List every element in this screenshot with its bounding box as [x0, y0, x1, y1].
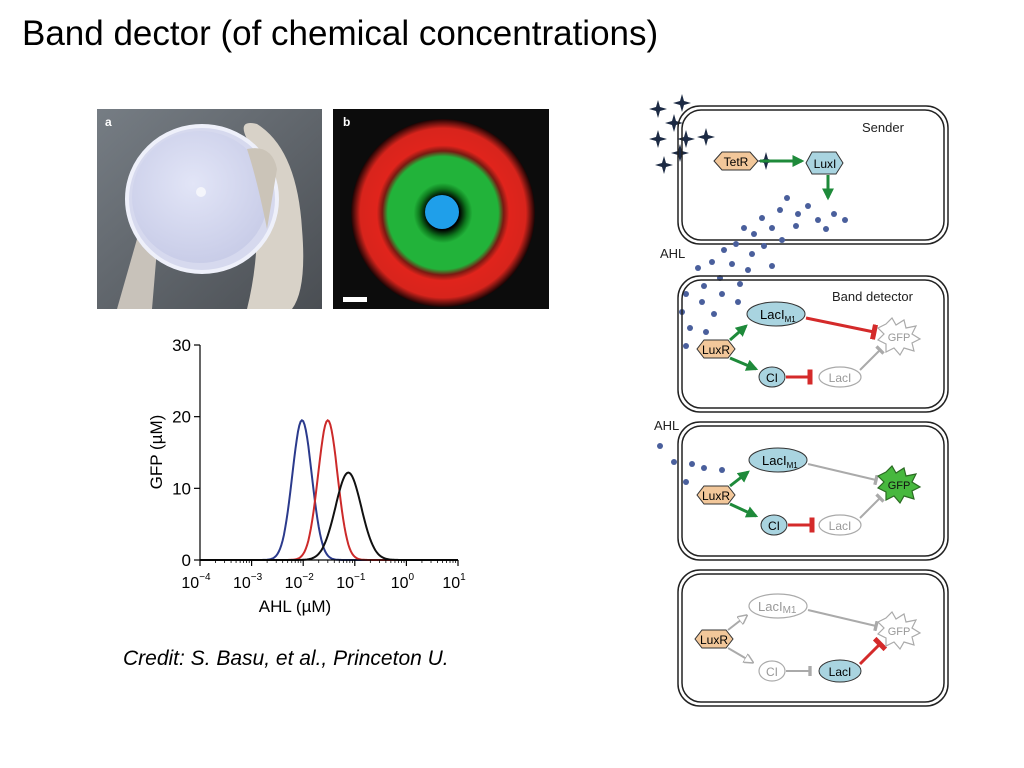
panel-label-a: a — [105, 115, 112, 129]
x-axis-label: AHL (µM) — [259, 597, 331, 616]
ci-label-3: CI — [766, 665, 778, 679]
luxr-node-2 — [696, 485, 736, 505]
x-tick-label: 10−2 — [285, 572, 315, 592]
laci-node-1 — [818, 366, 862, 388]
laci-label-2: LacI — [829, 519, 852, 533]
luxr-node-3 — [694, 629, 734, 649]
lacim1-node-2 — [748, 447, 808, 473]
x-tick-label: 101 — [442, 572, 466, 592]
series-line-1 — [200, 418, 458, 561]
band-cell-2-outer — [677, 421, 949, 561]
gfp-burst-1 — [876, 317, 922, 357]
laci-label-3: LacI — [829, 665, 852, 679]
lacim1-represses-gfp-3 — [807, 609, 879, 632]
luxr-label-2: LuxR — [702, 489, 730, 503]
gfp-label-3: GFP — [888, 626, 911, 638]
photo-petri-dish: a — [97, 109, 322, 309]
luxr-to-ci-arrow-1 — [729, 356, 759, 371]
y-tick-label: 30 — [172, 336, 191, 355]
lacim1-represses-gfp-2 — [807, 463, 879, 486]
ahl-molecules — [657, 195, 848, 485]
laci-represses-gfp-1 — [859, 345, 885, 371]
x-tick-label: 10−1 — [336, 572, 366, 592]
tetr-label: TetR — [724, 155, 749, 169]
luxr-to-ci-arrow-3 — [727, 647, 752, 662]
band-detector-title: Band detector — [832, 289, 914, 304]
ci-label-1: CI — [766, 371, 778, 385]
gfp-label-2: GFP — [888, 480, 911, 492]
sender-title: Sender — [862, 120, 905, 135]
lacim1-label-2: LacIM1 — [762, 453, 798, 470]
band-cell-1-inner — [681, 279, 945, 409]
sender-cell-outer — [677, 105, 949, 245]
band-cell-3-outer — [677, 569, 949, 707]
lacim1-node-3 — [748, 593, 808, 619]
ci-node-1 — [758, 366, 786, 388]
y-tick-label: 20 — [172, 408, 191, 427]
lacim1-node-1 — [746, 301, 806, 327]
luxi-label: LuxI — [814, 157, 837, 171]
genetic-circuit-diagram: Sender TetR LuxI AHL Band detector — [640, 88, 960, 718]
series-line-3 — [200, 471, 458, 561]
ci-label-2: CI — [768, 519, 780, 533]
laci-node-3 — [818, 659, 862, 683]
ci-node-2 — [760, 514, 788, 536]
laci-node-2 — [818, 514, 862, 536]
luxr-label-3: LuxR — [700, 633, 728, 647]
tetr-node — [713, 151, 759, 171]
laci-represses-gfp-2 — [859, 493, 885, 519]
y-tick-label: 0 — [182, 551, 191, 570]
y-axis-label: GFP (µM) — [147, 415, 166, 490]
laci-represses-gfp-3 — [858, 636, 888, 666]
luxr-to-ci-arrow-2 — [729, 502, 759, 518]
luxr-node-1 — [696, 339, 736, 359]
band-cell-2-inner — [681, 425, 945, 557]
band-cell-1-outer — [677, 275, 949, 413]
luxr-label-1: LuxR — [702, 343, 730, 357]
ci-node-3 — [758, 660, 786, 682]
luxr-to-lacim1-arrow-3 — [727, 616, 746, 631]
gfp-burst-2 — [876, 465, 922, 505]
gfp-vs-ahl-chart: 0 10 20 30 10−4 10−3 10−2 10−1 100 101 AHL (µM) … — [140, 330, 480, 625]
lacim1-represses-gfp-1 — [805, 316, 878, 340]
lacim1-label-1: LacIM1 — [760, 307, 796, 324]
sender-cell-inner — [681, 109, 945, 241]
luxi-node — [805, 151, 844, 175]
x-tick-label: 10−3 — [233, 572, 263, 592]
slide-title: Band dector (of chemical concentrations) — [22, 14, 659, 53]
x-tick-label: 100 — [391, 572, 415, 592]
y-tick-label: 10 — [172, 479, 191, 498]
band-cell-3-inner — [681, 573, 945, 703]
image-credit: Credit: S. Basu, et al., Princeton U. — [123, 647, 449, 670]
ahl-label-2: AHL — [654, 418, 679, 433]
lacim1-label-3: LacIM1 — [758, 599, 797, 616]
luxr-to-lacim1-arrow-2 — [729, 470, 750, 488]
gfp-burst-3 — [876, 611, 922, 651]
laci-label-1: LacI — [829, 371, 852, 385]
ahl-label-1: AHL — [660, 246, 685, 261]
x-tick-label: 10−4 — [181, 572, 211, 592]
photo-fluorescence-rings: b — [333, 109, 549, 309]
gfp-label-1: GFP — [888, 332, 911, 344]
series-line-2 — [200, 418, 458, 561]
luxr-to-lacim1-arrow-1 — [729, 324, 748, 342]
panel-label-b: b — [343, 115, 350, 129]
